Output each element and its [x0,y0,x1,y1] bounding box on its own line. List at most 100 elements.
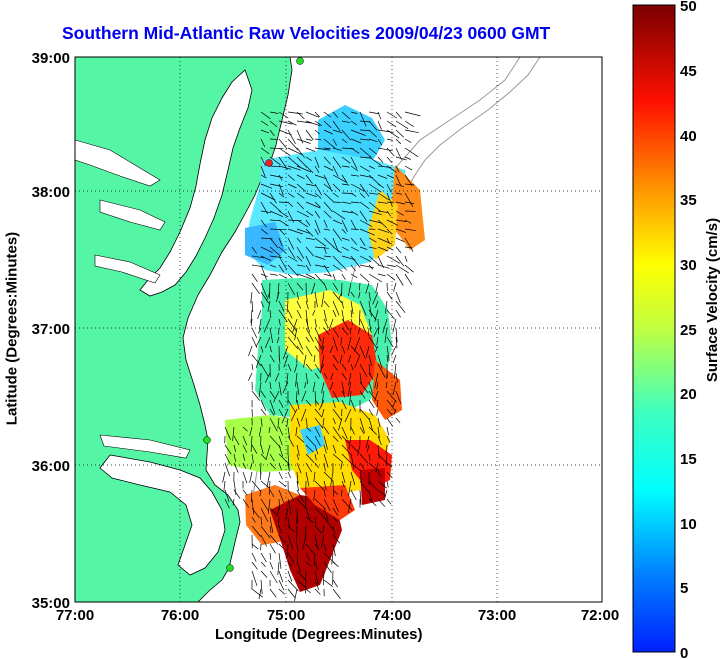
velocity-arrow [323,183,334,192]
velocity-arrow [368,318,372,334]
velocity-arrow [296,399,300,410]
velocity-arrow [269,237,279,249]
velocity-arrow [314,417,323,429]
velocity-arrow [287,489,295,501]
velocity-arrow [341,120,351,124]
velocity-arrow [314,318,317,328]
velocity-arrow [368,309,377,321]
velocity-arrow [395,219,407,222]
velocity-arrow [341,471,346,483]
velocity-arrow [385,453,388,466]
velocity-arrow [322,417,325,429]
velocity-arrow [350,471,356,486]
velocity-arrow [313,471,316,483]
velocity-arrow [386,480,389,488]
velocity-arrow [386,435,391,443]
velocity-arrow [260,453,267,460]
velocity-arrow [323,498,331,511]
velocity-arrow [392,354,397,364]
velocity-arrow [287,525,295,533]
velocity-arrow [386,129,400,139]
velocity-arrow [305,543,315,555]
velocity-arrow [260,525,271,539]
velocity-arrow [251,498,255,515]
velocity-arrow [314,201,321,208]
velocity-arrow [287,237,295,250]
velocity-arrow [386,174,395,179]
velocity-arrow [278,552,282,569]
velocity-arrow [305,516,314,523]
velocity-arrow [341,453,351,463]
velocity-arrow [395,201,406,205]
velocity-arrow [375,300,379,308]
velocity-arrow [260,228,268,235]
velocity-arrow [395,120,409,129]
velocity-arrow [287,120,297,126]
velocity-arrow [350,174,360,177]
velocity-arrow [278,471,283,480]
velocity-arrow [386,390,397,403]
velocity-arrow [323,201,333,213]
velocity-arrow [314,345,320,352]
velocity-arrow [350,138,362,144]
velocity-arrow [341,210,353,214]
velocity-arrow [251,255,264,259]
velocity-arrow [232,498,235,506]
velocity-arrow [368,255,380,266]
velocity-arrow [368,372,374,380]
velocity-arrow [359,408,370,420]
velocity-arrow [377,210,389,214]
velocity-arrow [305,237,316,241]
velocity-arrow [386,111,397,119]
velocity-arrow [251,390,261,401]
velocity-arrow [251,588,264,598]
velocity-arrow [347,354,352,363]
velocity-arrow [296,255,303,262]
velocity-arrow [404,237,414,252]
velocity-arrow [269,390,276,399]
velocity-arrow [224,426,231,440]
velocity-arrow [269,588,277,598]
velocity-arrow [341,300,344,309]
velocity-arrow [305,120,321,127]
velocity-arrow [287,543,289,558]
velocity-arrow [366,444,370,453]
velocity-arrow [395,300,406,313]
velocity-arrow [377,174,388,179]
velocity-arrow [350,309,353,318]
velocity-arrow [314,120,323,127]
velocity-arrow [323,192,334,202]
velocity-arrow [332,291,343,304]
velocity-arrow [382,318,388,334]
velocity-arrow [323,282,328,291]
velocity-arrow [287,561,293,567]
velocity-arrow [278,246,287,254]
velocity-arrow [332,174,347,183]
velocity-arrow [286,300,289,313]
velocity-arrow [296,336,304,350]
velocity-arrow [377,318,380,335]
velocity-arrow [287,534,294,549]
velocity-arrow [386,219,399,226]
velocity-arrow [323,372,328,379]
velocity-arrow [301,390,307,402]
velocity-arrow [305,588,311,594]
velocity-arrow [278,444,284,457]
velocity-arrow [357,444,361,456]
velocity-arrow [296,561,302,572]
velocity-arrow [323,489,326,497]
velocity-arrow [305,219,311,226]
velocity-arrow [395,147,402,160]
velocity-arrow [404,129,419,134]
velocity-arrow [359,426,365,434]
velocity-arrow [259,489,262,497]
velocity-arrow [341,183,350,186]
velocity-arrow [313,489,316,501]
velocity-arrow [386,291,393,300]
velocity-arrow [287,165,301,171]
colorbar [632,4,676,653]
velocity-arrow [278,543,284,549]
velocity-arrow [251,453,254,464]
velocity-arrow [373,327,379,337]
velocity-arrow [386,228,393,235]
